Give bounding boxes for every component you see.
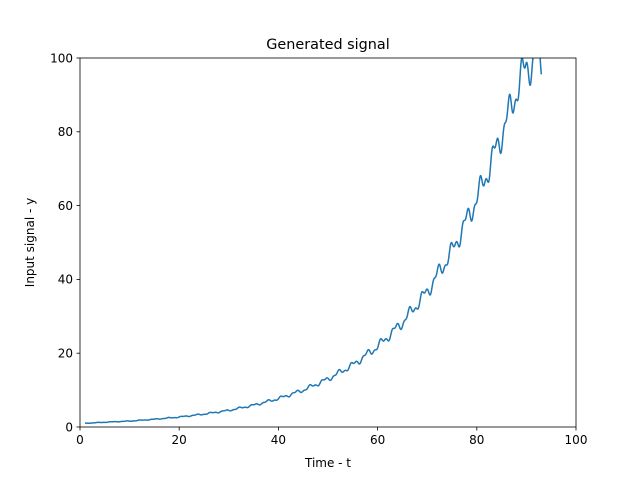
y-tick-label: 100 <box>50 51 73 65</box>
y-tick-label: 20 <box>58 347 73 361</box>
y-tick-label: 60 <box>58 199 73 213</box>
x-tick-label: 40 <box>271 433 286 447</box>
y-tick-label: 40 <box>58 273 73 287</box>
y-axis-ticks: 0 20 40 60 80 100 <box>50 51 80 434</box>
x-axis-ticks: 0 20 40 60 80 100 <box>76 427 587 447</box>
x-tick-label: 80 <box>469 433 484 447</box>
axes-frame <box>79 57 577 428</box>
y-axis-label: Input signal - y <box>23 198 37 287</box>
plot-area <box>84 58 543 425</box>
x-tick-label: 0 <box>76 433 84 447</box>
signal-line <box>84 58 543 425</box>
x-tick-label: 100 <box>565 433 588 447</box>
y-tick-label: 0 <box>65 420 73 434</box>
y-tick-label: 80 <box>58 125 73 139</box>
x-axis-label: Time - t <box>304 456 351 470</box>
x-tick-label: 60 <box>370 433 385 447</box>
x-tick-label: 20 <box>172 433 187 447</box>
chart-title: Generated signal <box>266 37 390 53</box>
